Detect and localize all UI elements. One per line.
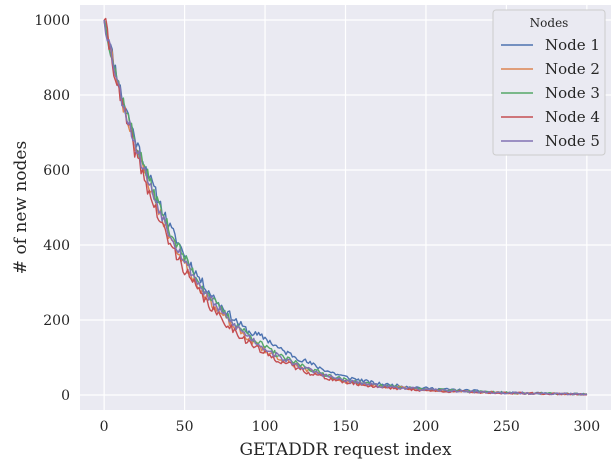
- legend-label-2: Node 2: [545, 60, 600, 78]
- legend-label-5: Node 5: [545, 132, 600, 150]
- x-axis-label: GETADDR request index: [239, 440, 452, 460]
- legend-label-3: Node 3: [545, 84, 600, 102]
- grid-lines: [80, 5, 611, 410]
- x-tick-label: 150: [332, 419, 359, 435]
- x-tick-labels: 0 50 100 150 200 250 300: [100, 419, 601, 435]
- x-tick-label: 300: [573, 419, 600, 435]
- x-tick-label: 250: [493, 419, 520, 435]
- y-tick-label: 600: [43, 163, 70, 179]
- x-tick-label: 100: [252, 419, 279, 435]
- legend: Nodes Node 1 Node 2 Node 3 Node 4 Node 5: [492, 9, 606, 156]
- legend-box: [492, 9, 606, 156]
- legend-label-1: Node 1: [545, 36, 600, 54]
- y-tick-label: 800: [43, 88, 70, 104]
- x-tick-label: 200: [413, 419, 440, 435]
- series-layer: [103, 17, 588, 396]
- x-tick-label: 0: [100, 419, 109, 435]
- x-tick-label: 50: [176, 419, 194, 435]
- y-tick-labels: 0 200 400 600 800 1000: [34, 13, 70, 404]
- y-tick-label: 1000: [34, 13, 70, 29]
- y-tick-label: 0: [61, 388, 70, 404]
- legend-title: Nodes: [530, 16, 569, 30]
- y-tick-label: 400: [43, 238, 70, 254]
- y-tick-label: 200: [43, 313, 70, 329]
- y-axis-label: # of new nodes: [11, 141, 31, 274]
- series-line-3: [103, 19, 588, 396]
- legend-label-4: Node 4: [545, 108, 600, 126]
- series-line-5: [103, 19, 588, 396]
